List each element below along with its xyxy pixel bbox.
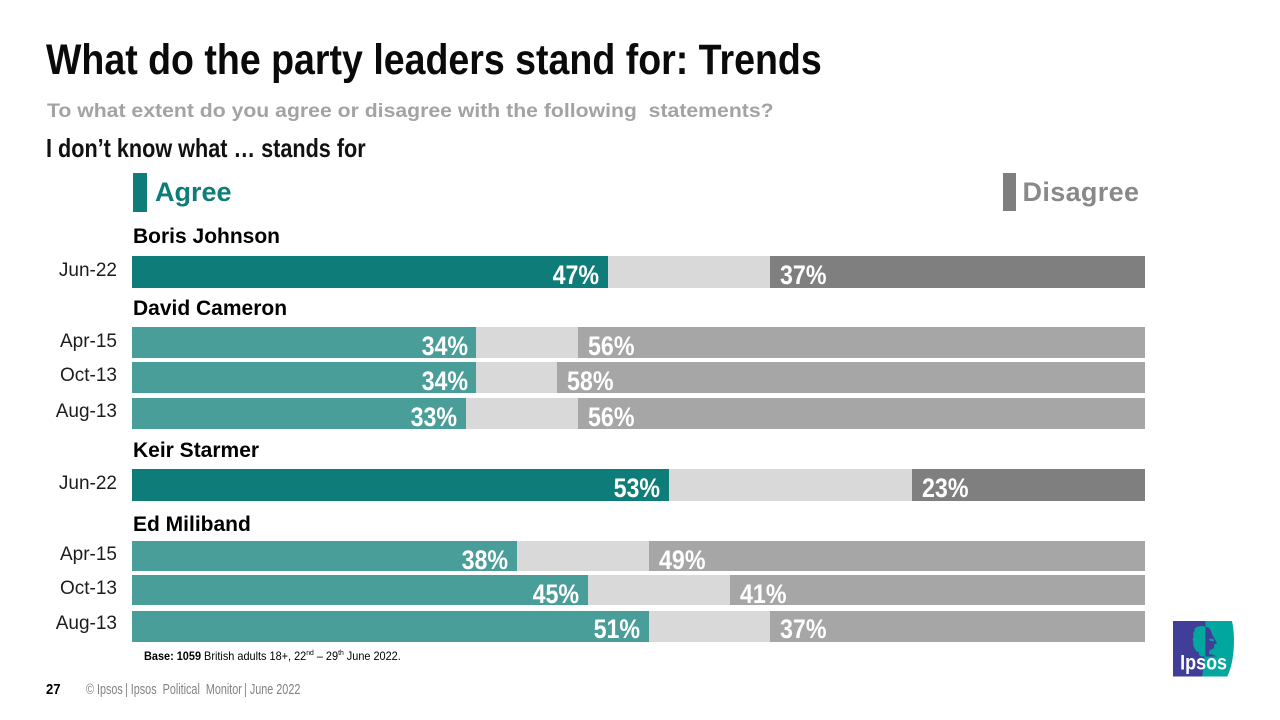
svg-text:Ipsos: Ipsos <box>1180 651 1227 675</box>
